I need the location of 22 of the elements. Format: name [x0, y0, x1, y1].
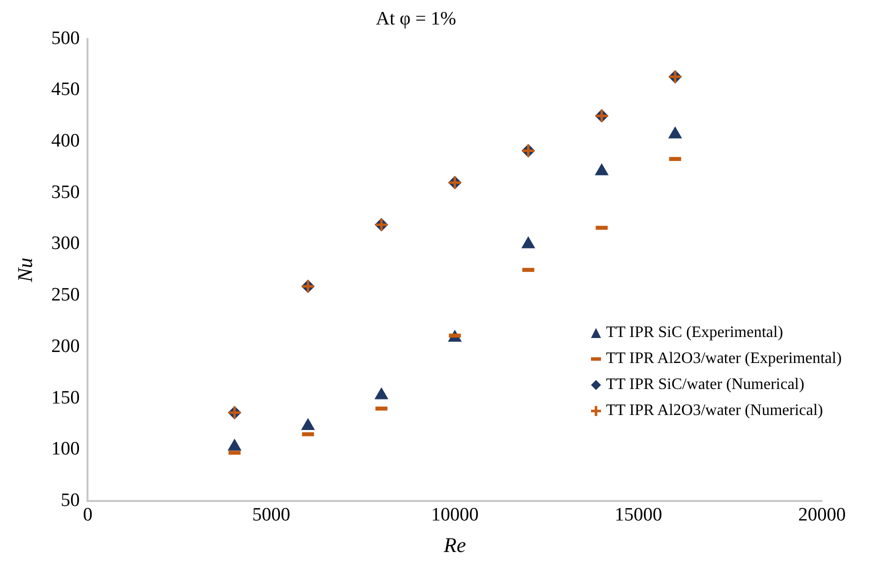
x-tick-label: 20000 — [798, 504, 846, 526]
legend-label: TT IPR Al2O3/water (Experimental) — [606, 348, 842, 369]
chart-title: At φ = 1% — [376, 8, 456, 30]
y-tick-label: 500 — [51, 28, 80, 49]
x-tick-label: 0 — [82, 504, 92, 526]
y-tick-label: 450 — [51, 79, 80, 100]
y-tick-label: 100 — [51, 438, 80, 460]
y-tick-label: 250 — [51, 284, 80, 306]
x-tick-label: 15000 — [614, 504, 662, 526]
x-tick-label: 10000 — [431, 504, 479, 526]
legend-label: TT IPR SiC/water (Numerical) — [606, 374, 804, 395]
x-axis-title: Re — [442, 532, 466, 557]
y-tick-label: 350 — [51, 182, 80, 203]
y-tick-label: 300 — [51, 233, 80, 254]
y-tick-label: 50 — [60, 490, 80, 511]
legend-label: TT IPR Al2O3/water (Numerical) — [606, 400, 823, 421]
legend-label: TT IPR SiC (Experimental) — [606, 322, 784, 343]
y-axis-title: Nu — [13, 258, 38, 284]
y-tick-label: 400 — [51, 130, 80, 152]
y-tick-label: 150 — [51, 387, 80, 408]
y-tick-label: 200 — [51, 336, 80, 357]
x-tick-label: 5000 — [252, 504, 290, 526]
